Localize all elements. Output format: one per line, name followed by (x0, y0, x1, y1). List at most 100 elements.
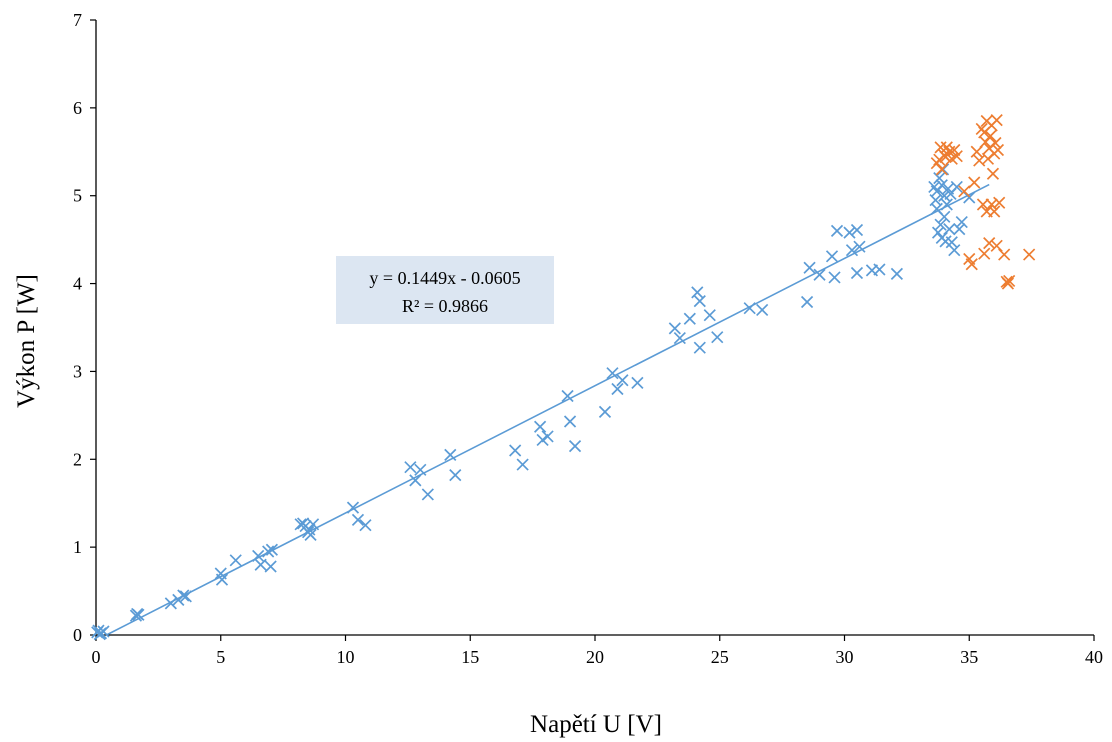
data-points-layer (91, 114, 1036, 641)
equation-label: y = 0.1449x - 0.0605 (369, 268, 520, 288)
y-tick-label: 6 (73, 98, 82, 118)
x-tick-label: 40 (1085, 647, 1103, 667)
data-point (414, 463, 427, 476)
data-point (983, 237, 996, 250)
data-point (990, 239, 1003, 252)
data-point (561, 389, 574, 403)
data-point (985, 198, 998, 211)
data-point (404, 461, 417, 474)
data-point (940, 198, 953, 211)
data-point (262, 545, 275, 558)
data-point (828, 271, 841, 284)
data-point (948, 143, 961, 157)
data-point (993, 196, 1006, 209)
data-point (164, 597, 177, 610)
data-point (1023, 248, 1036, 261)
data-point (991, 143, 1005, 157)
data-point (541, 430, 554, 443)
data-point (958, 185, 971, 198)
data-point (693, 295, 706, 308)
data-point (953, 222, 966, 236)
data-point (935, 163, 948, 176)
data-point (825, 250, 839, 263)
chart-axes: 0 5 10 15 20 25 30 35 40 0 1 2 3 4 5 6 7 (73, 10, 1103, 667)
data-point (984, 129, 997, 143)
data-point (673, 331, 686, 345)
y-tick-label: 2 (73, 449, 82, 469)
data-point (563, 415, 577, 428)
y-tick-label: 4 (73, 274, 82, 294)
data-point (934, 218, 947, 231)
x-tick-label: 15 (461, 647, 479, 667)
data-point (306, 518, 320, 531)
data-point (853, 240, 866, 253)
data-point (850, 223, 864, 237)
data-point (215, 573, 229, 586)
data-point (989, 136, 1002, 150)
data-point (359, 519, 372, 532)
data-point (516, 458, 529, 471)
data-point (965, 258, 978, 271)
data-point (950, 150, 963, 163)
data-point (449, 468, 462, 482)
data-point (568, 440, 582, 453)
data-point (803, 261, 816, 274)
y-tick-label: 0 (73, 625, 82, 645)
data-point (631, 376, 644, 389)
data-point (845, 244, 859, 257)
y-tick-label: 3 (73, 361, 82, 381)
data-point (756, 303, 769, 317)
data-point (683, 312, 696, 325)
trendline (106, 183, 990, 636)
data-point (252, 549, 265, 563)
data-point (254, 558, 267, 571)
data-point (830, 224, 844, 237)
data-point (950, 180, 963, 194)
x-tick-label: 5 (216, 647, 225, 667)
series-2 (930, 114, 1036, 290)
data-point (534, 420, 547, 433)
data-point (606, 367, 619, 380)
x-tick-label: 30 (836, 647, 854, 667)
data-point (933, 172, 946, 185)
data-point (711, 331, 724, 344)
series-1 (91, 163, 976, 641)
data-point (421, 488, 434, 501)
y-tick-label: 7 (73, 10, 82, 30)
data-point (968, 176, 981, 189)
data-point (598, 405, 612, 418)
data-point (938, 210, 951, 223)
data-point (93, 628, 106, 641)
data-point (1003, 274, 1016, 288)
data-point (693, 341, 706, 354)
data-point (264, 560, 277, 573)
data-point (616, 374, 629, 387)
data-point (873, 263, 886, 276)
data-point (346, 501, 360, 514)
r-squared-label: R² = 0.9866 (402, 296, 488, 316)
data-point (978, 247, 991, 260)
y-axis-title: Výkon P [W] (13, 274, 40, 408)
data-point (132, 608, 145, 621)
data-point (800, 295, 814, 309)
data-point (229, 554, 242, 567)
x-axis-title: Napětí U [V] (530, 711, 662, 738)
x-tick-label: 35 (960, 647, 978, 667)
data-point (668, 322, 681, 335)
x-tick-label: 0 (92, 647, 101, 667)
data-point (931, 226, 945, 239)
x-tick-label: 20 (586, 647, 604, 667)
data-point (179, 590, 192, 603)
data-point (843, 226, 856, 239)
data-point (703, 309, 716, 322)
data-point (509, 444, 522, 457)
data-point (986, 167, 1000, 180)
trendline-layer (106, 183, 990, 636)
data-point (955, 215, 968, 229)
data-point (611, 382, 624, 396)
data-point (265, 543, 278, 556)
data-point (691, 286, 704, 299)
x-tick-label: 10 (337, 647, 355, 667)
y-tick-label: 5 (73, 186, 82, 206)
data-point (988, 205, 1001, 218)
